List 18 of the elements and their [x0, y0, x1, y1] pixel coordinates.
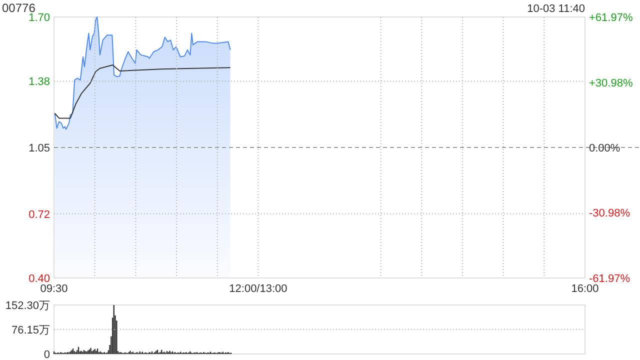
text: 10-03 11:40 [527, 3, 585, 15]
y-tick-label: 0 [44, 349, 50, 360]
y-tick-label: 1.38 [28, 76, 50, 88]
x-tick-label: 12:00/13:00 [229, 283, 288, 295]
y-tick-label: 0.40 [28, 273, 50, 285]
y2-tick-label: -61.97% [589, 273, 630, 285]
x-tick-label: 16:00 [571, 283, 599, 295]
y2-tick-label: 0.00% [589, 142, 620, 154]
y-tick-label: 1.70 [28, 12, 50, 24]
line-series [54, 64, 231, 119]
y-tick-label: 152.30万 [5, 300, 50, 312]
y-tick-label: 76.15万 [11, 324, 50, 336]
y2-tick-label: +30.98% [589, 77, 633, 90]
y-tick-label: 0.72 [28, 208, 50, 221]
y2-tick-label: +61.97% [589, 12, 633, 24]
y-tick-label: 1.05 [28, 142, 50, 154]
x-tick-label: 09:30 [40, 283, 68, 295]
y2-tick-label: -30.98% [589, 208, 630, 220]
